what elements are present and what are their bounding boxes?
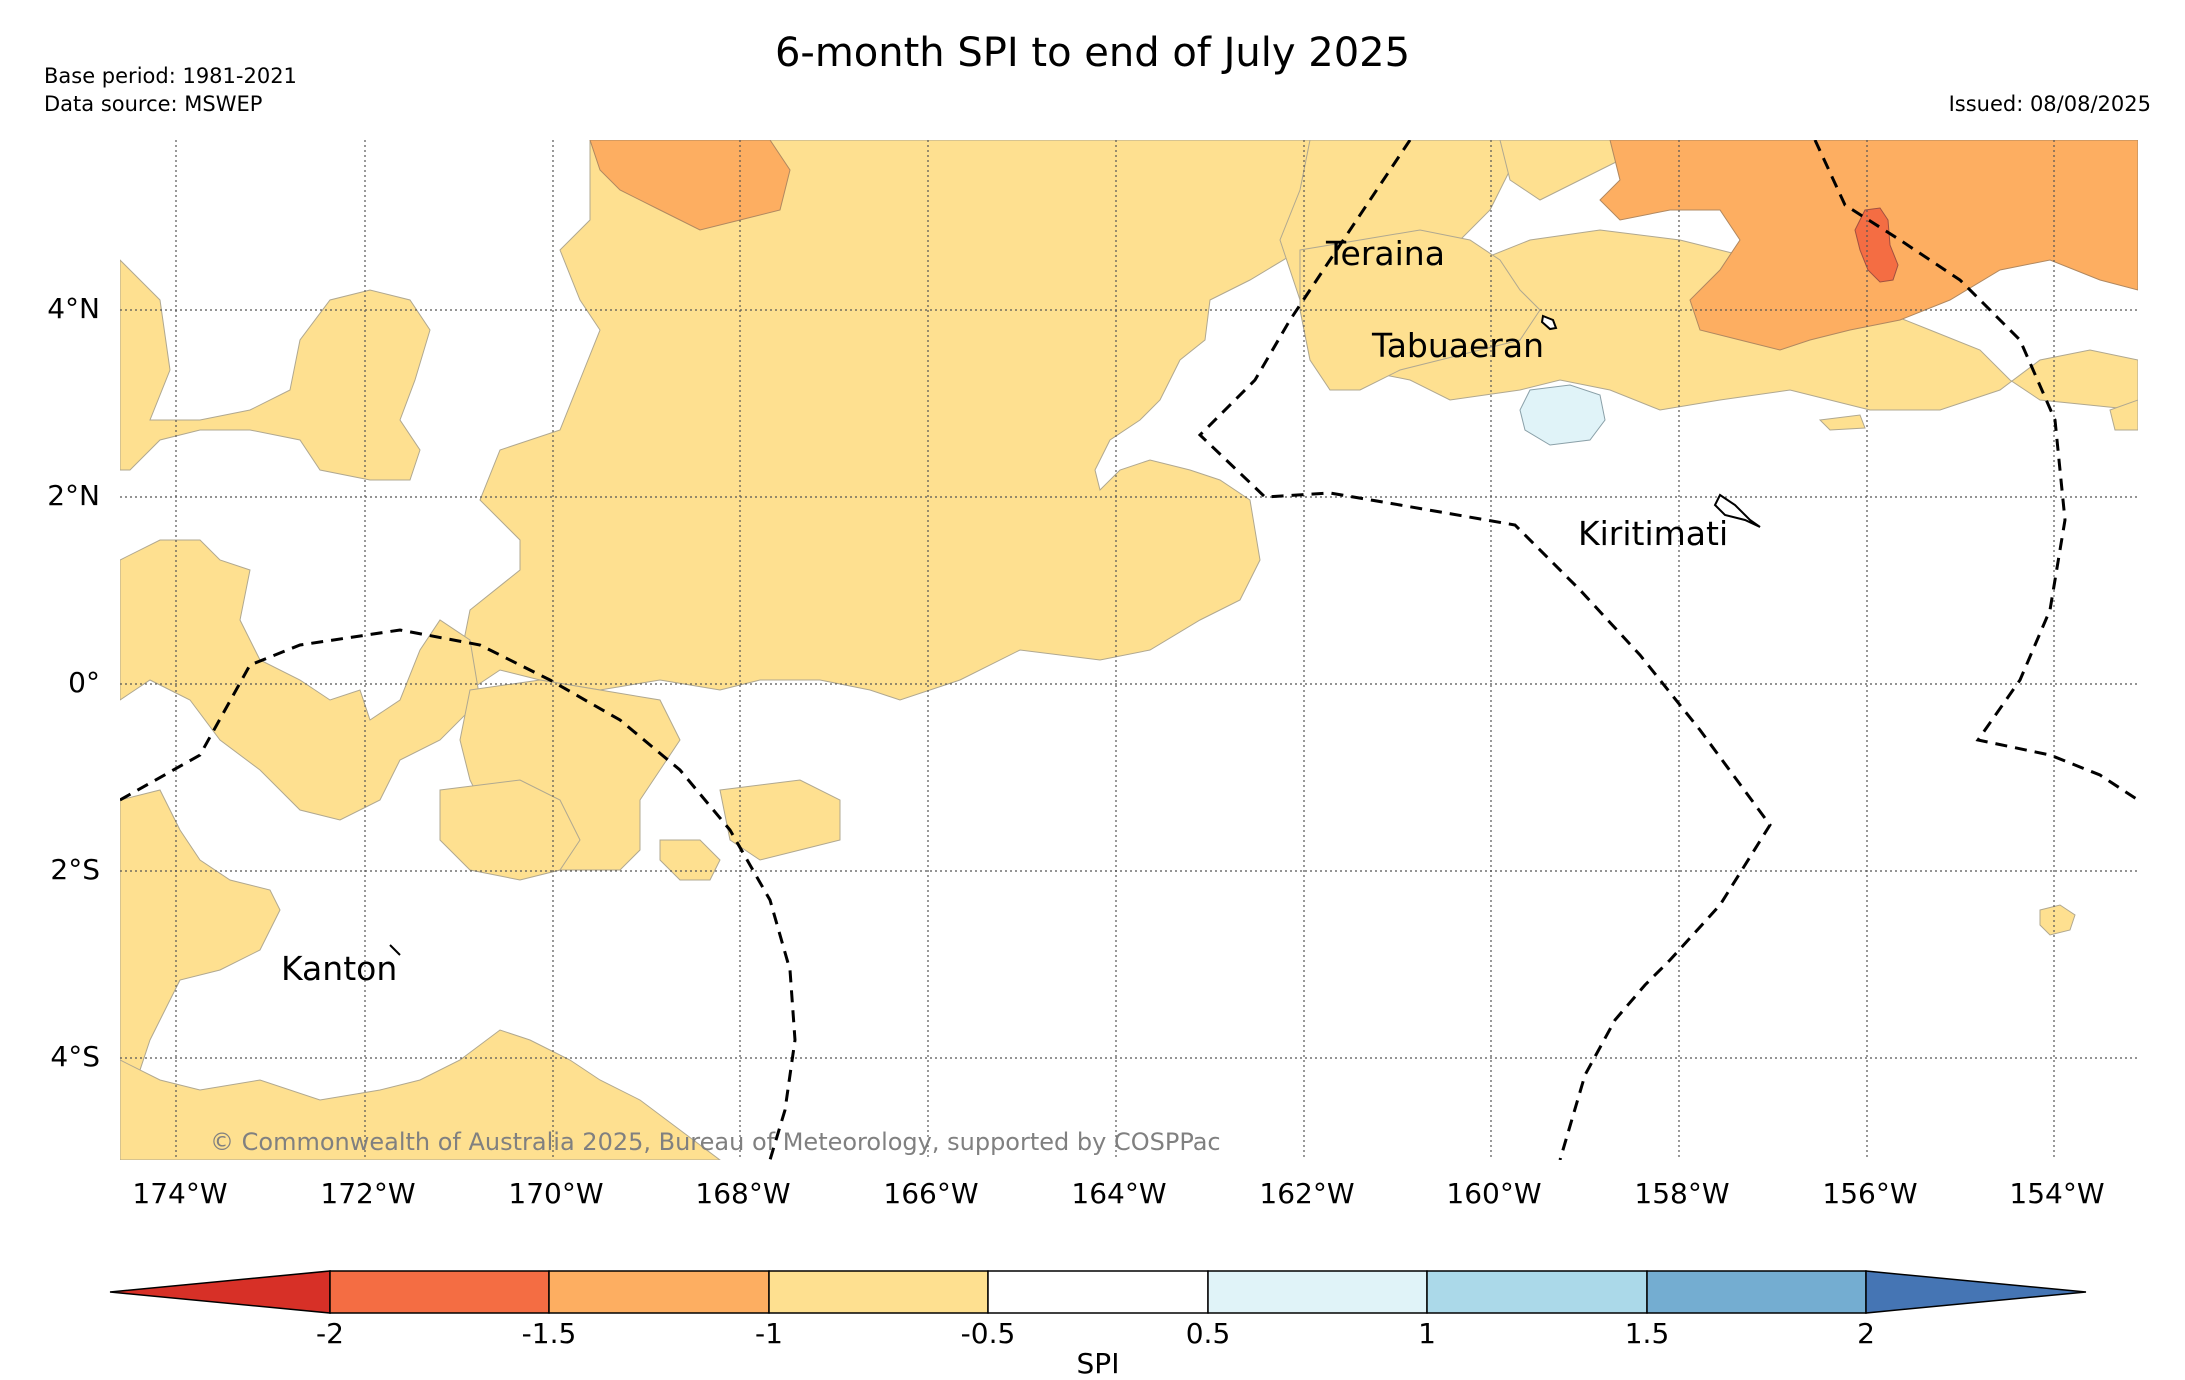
place-label-kiritimati: Kiritimati [1578,514,1728,553]
colorbar-segment [1207,1270,1428,1314]
meta-info-left: Base period: 1981-2021 Data source: MSWE… [44,62,297,118]
spi-region-south-blob-b [659,839,721,881]
spi-region-darkorange [1854,207,1899,283]
colorbar: -2 -1.5 -1 -0.5 0.5 1 1.5 2 SPI [109,1270,2087,1380]
spi-region-east-south-blob [2039,904,2076,936]
colorbar-tick-label: 2 [1857,1317,1875,1350]
base-period: Base period: 1981-2021 [44,64,297,88]
colorbar-segment [1646,1270,1867,1314]
lon-tick-label: 156°W [1822,1177,1917,1210]
colorbar-segment [329,1270,550,1314]
lon-tick-label: 166°W [883,1177,978,1210]
colorbar-tick-label: 0.5 [1186,1317,1231,1350]
longitude-axis: 174°W 172°W 170°W 168°W 166°W 164°W 162°… [132,1177,2104,1210]
lat-tick-label: 4°S [50,1040,100,1073]
colorbar-tick-label: -1 [755,1317,783,1350]
colorbar-tick-label: 1 [1418,1317,1436,1350]
copyright-notice: © Commonwealth of Australia 2025, Bureau… [210,1128,1221,1156]
lon-tick-label: 158°W [1634,1177,1729,1210]
spi-region-orange-north [589,140,791,231]
colorbar-tick-label: -0.5 [961,1317,1016,1350]
colorbar-segment [768,1270,989,1314]
lon-tick-label: 168°W [695,1177,790,1210]
map-title: 6-month SPI to end of July 2025 [774,30,1411,76]
lon-tick-label: 170°W [508,1177,603,1210]
kiritimati-island [1713,493,1761,528]
issued-date: Issued: 08/08/2025 [1948,92,2151,116]
lon-tick-label: 174°W [132,1177,227,1210]
colorbar-segment [987,1270,1209,1314]
place-label-kanton: Kanton [281,949,397,988]
colorbar-extend-low [109,1270,331,1314]
lat-tick-label: 2°N [47,479,100,512]
spi-region-far-east-patch [2109,399,2138,431]
latitude-axis: 4°N 2°N 0° 2°S 4°S [47,292,100,1073]
island-outlines [389,314,1761,956]
spi-region-light-blue [1519,384,1606,446]
place-label-teraina: Teraina [1325,234,1445,273]
lon-tick-label: 172°W [320,1177,415,1210]
eez-boundaries [120,140,2138,1160]
lat-tick-label: 4°N [47,292,100,325]
lon-tick-label: 164°W [1071,1177,1166,1210]
spi-region-small-east [1818,414,1866,431]
place-label-tabuaeran: Tabuaeran [1371,326,1544,365]
colorbar-extend-high [1865,1270,2087,1314]
lon-tick-label: 160°W [1446,1177,1541,1210]
lat-tick-label: 2°S [50,853,100,886]
eez-boundary-east [1813,140,2138,802]
eez-boundary-central [1197,140,1772,1160]
spi-extreme-dry-regions [1854,207,1899,283]
place-labels: Teraina Tabuaeran Kiritimati Kanton [281,234,1728,988]
kanton-island [389,944,401,956]
spi-region-north-central [459,140,1321,701]
map-area: © Commonwealth of Australia 2025, Bureau… [120,140,2138,1160]
colorbar-segment [548,1270,770,1314]
graticule [120,140,2138,1160]
colorbar-segment [1426,1270,1648,1314]
colorbar-title: SPI [1077,1347,1120,1380]
data-source: Data source: MSWEP [44,92,263,116]
eez-boundary-west [120,628,797,1160]
spi-region-south-central [719,779,841,861]
lat-tick-label: 0° [68,666,100,699]
lon-tick-label: 154°W [2009,1177,2104,1210]
spi-wet-regions [1519,384,1606,446]
spi-region-south-blob-a [439,779,581,881]
spi-region-west-mid [120,539,481,821]
spi-region-west-upper [120,259,431,481]
colorbar-tick-label: -1.5 [522,1317,577,1350]
colorbar-tick-label: -2 [316,1317,344,1350]
colorbar-tick-label: 1.5 [1625,1317,1670,1350]
tabuaeran-island [1540,314,1558,331]
spi-moderate-dry-regions [120,140,2138,1160]
lon-tick-label: 162°W [1259,1177,1354,1210]
spi-region-bottom [120,1029,721,1160]
